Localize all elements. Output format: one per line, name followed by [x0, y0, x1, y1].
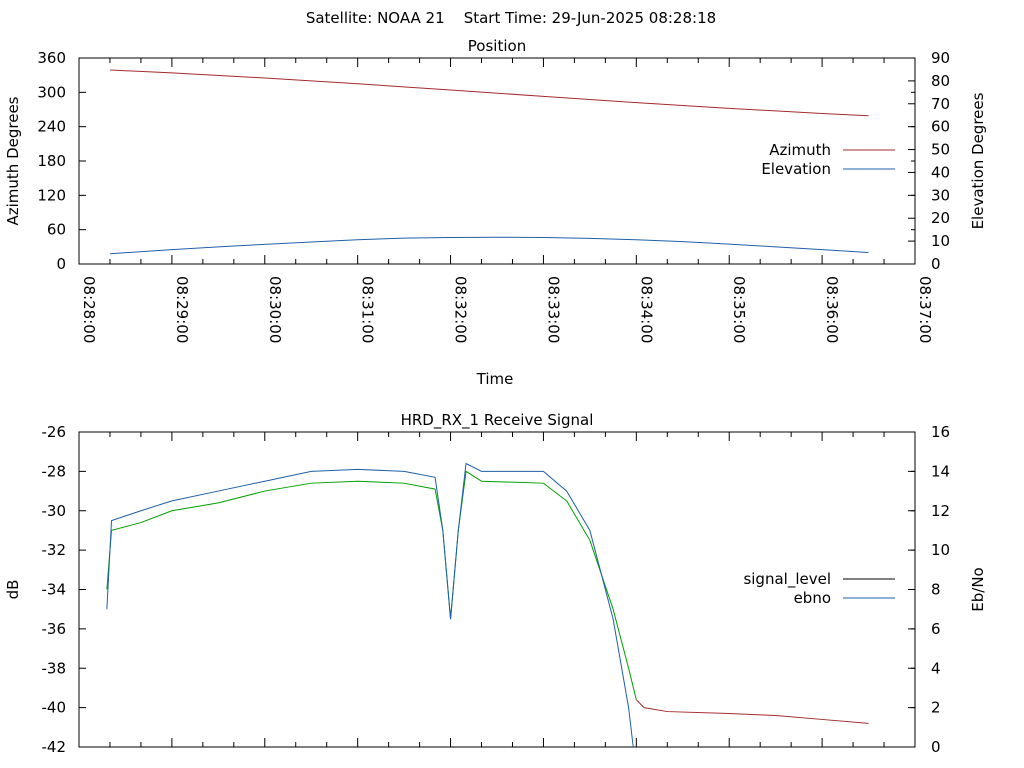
series-line-signal_level: [106, 470, 637, 700]
y2-tick-label: 4: [931, 659, 941, 677]
y-tick-label: 180: [37, 152, 66, 170]
y2-tick-label: 40: [931, 163, 950, 181]
y-tick-label: -26: [42, 423, 67, 441]
y-tick-label: -36: [42, 620, 67, 638]
x-axis-label: Time: [476, 370, 514, 388]
y-tick-label: -30: [42, 502, 67, 520]
y2-tick-label: 0: [931, 738, 941, 756]
legend-label: Azimuth: [769, 141, 831, 159]
series-line-ebno: [106, 462, 634, 748]
x-tick-label: 08:31:00: [359, 276, 377, 343]
y-tick-label: -28: [42, 462, 67, 480]
y2-tick-label: 10: [931, 541, 950, 559]
y-tick-label: 0: [56, 255, 66, 273]
x-tick-label: 08:37:00: [916, 276, 934, 343]
y2-axis-label: Eb/No: [969, 567, 987, 611]
y-axis-label: Azimuth Degrees: [4, 96, 22, 225]
x-tick-label: 08:34:00: [637, 276, 655, 343]
y-axis-label: dB: [4, 580, 22, 600]
y2-tick-label: 2: [931, 699, 941, 717]
x-tick-label: 08:28:00: [80, 276, 98, 343]
x-tick-label: 08:35:00: [730, 276, 748, 343]
y-tick-label: -40: [42, 699, 67, 717]
y-tick-label: 300: [37, 83, 66, 101]
x-tick-label: 08:29:00: [173, 276, 191, 343]
y2-tick-label: 70: [931, 95, 950, 113]
series-line-signal_level-low: [635, 699, 869, 724]
y-tick-label: 360: [37, 49, 66, 67]
plot-title: Position: [468, 37, 526, 55]
y2-tick-label: 12: [931, 502, 950, 520]
plot-title: HRD_RX_1 Receive Signal: [401, 411, 594, 430]
legend-label: ebno: [794, 589, 831, 607]
legend-label: Elevation: [761, 160, 831, 178]
y2-tick-label: 10: [931, 232, 950, 250]
y-tick-label: -32: [42, 541, 67, 559]
x-tick-label: 08:32:00: [452, 276, 470, 343]
y2-tick-label: 6: [931, 620, 941, 638]
x-tick-label: 08:36:00: [823, 276, 841, 343]
y2-tick-label: 50: [931, 141, 950, 159]
legend-label: signal_level: [743, 570, 831, 589]
y-tick-label: 240: [37, 118, 66, 136]
y2-tick-label: 0: [931, 255, 941, 273]
y2-tick-label: 14: [931, 462, 950, 480]
plot-frame: [78, 431, 916, 748]
receive-signal-plot: HRD_RX_1 Receive Signal -26 -28 -30 -32 -34 -3…: [4, 411, 987, 756]
y-tick-label: 120: [37, 186, 66, 204]
y2-tick-label: 90: [931, 49, 950, 67]
y2-tick-label: 80: [931, 72, 950, 90]
y2-axis-label: Elevation Degrees: [969, 92, 987, 229]
x-tick-label: 08:30:00: [266, 276, 284, 343]
series-line-Elevation: [109, 236, 869, 255]
x-tick-label: 08:33:00: [544, 276, 562, 343]
y2-tick-label: 30: [931, 186, 950, 204]
y-tick-label: -38: [42, 659, 67, 677]
y-tick-label: -34: [42, 581, 67, 599]
y2-tick-label: 8: [931, 581, 941, 599]
position-plot: Position 0 60 120 180 240 300 360 0 10 20 30 40 50 60 7…: [4, 37, 987, 388]
main-title: Satellite: NOAA 21 Start Time: 29-Jun-20…: [306, 9, 716, 27]
series-line-Azimuth: [109, 69, 869, 117]
y-tick-label: -42: [42, 738, 67, 756]
y2-tick-label: 16: [931, 423, 950, 441]
y-tick-label: 60: [47, 221, 66, 239]
y2-tick-label: 60: [931, 118, 950, 136]
y2-tick-label: 20: [931, 209, 950, 227]
